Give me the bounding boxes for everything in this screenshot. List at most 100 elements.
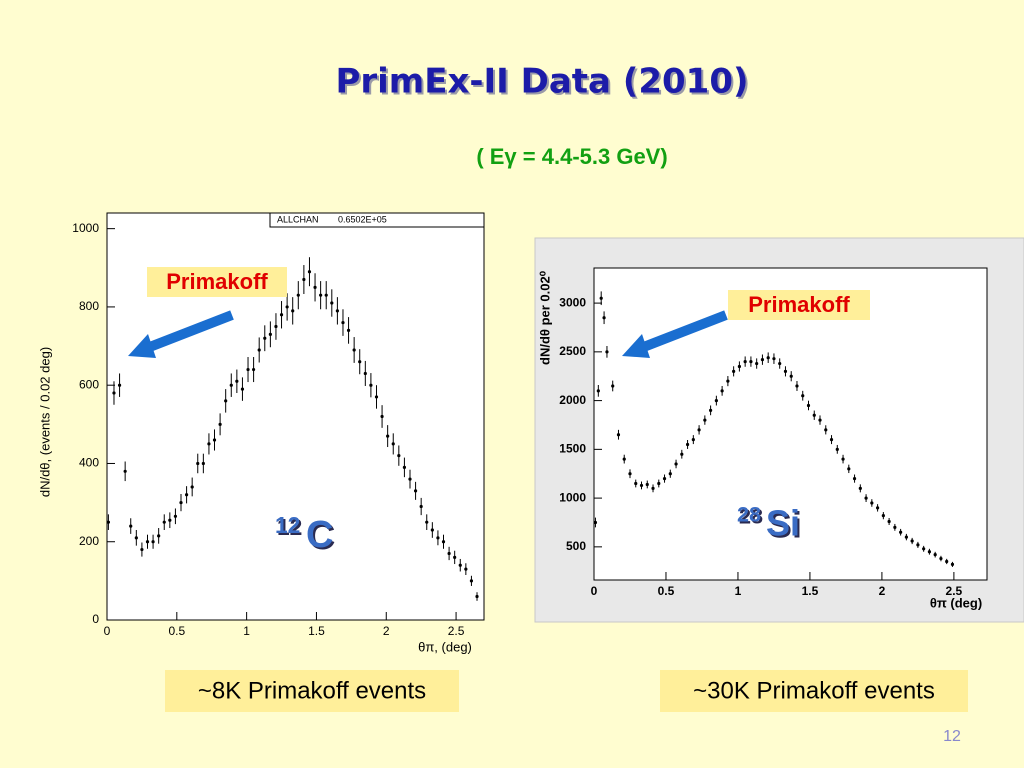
y-tick-label: 200: [79, 534, 99, 548]
isotope-symbol: Si: [766, 503, 800, 544]
data-point: [602, 316, 606, 320]
data-point: [697, 428, 701, 432]
data-point: [870, 501, 874, 505]
data-point: [645, 482, 649, 487]
data-point: [737, 364, 741, 369]
annotation: Primakoff: [166, 269, 268, 294]
data-point: [425, 520, 429, 524]
data-point: [766, 356, 770, 360]
data-point: [369, 383, 373, 387]
x-tick-label: 1.5: [308, 624, 325, 638]
data-point: [605, 350, 609, 354]
data-point: [145, 540, 150, 544]
data-point: [818, 418, 822, 422]
data-point: [950, 562, 955, 567]
data-point: [674, 462, 678, 466]
data-point: [720, 389, 724, 393]
data-point: [129, 524, 133, 528]
data-point: [324, 293, 328, 297]
data-point: [464, 567, 468, 571]
data-point: [927, 550, 932, 554]
data-point: [881, 514, 885, 518]
data-point: [939, 556, 943, 561]
data-point: [151, 540, 155, 544]
data-point: [651, 486, 655, 490]
data-point: [252, 367, 256, 372]
data-point: [668, 472, 672, 476]
data-point: [218, 422, 222, 426]
y-tick-label: 800: [79, 299, 99, 313]
data-point: [596, 389, 600, 393]
data-point: [112, 391, 116, 395]
x-tick-label: 2: [383, 624, 390, 638]
data-point: [380, 414, 384, 419]
data-point: [691, 438, 695, 442]
data-point: [363, 371, 367, 376]
y-tick-label: 2000: [559, 393, 586, 407]
caption-box: [660, 670, 968, 712]
data-point: [296, 293, 300, 297]
data-point: [173, 514, 178, 518]
data-point: [307, 270, 312, 274]
data-point: [346, 328, 351, 333]
stats-label: ALLCHAN: [277, 214, 319, 224]
data-point: [778, 361, 782, 366]
data-point: [639, 483, 644, 488]
data-point: [864, 496, 868, 500]
data-point: [475, 594, 479, 599]
isotope-mass: 12: [275, 512, 300, 538]
data-point: [279, 313, 284, 317]
isotope-mass: 28: [737, 502, 761, 527]
data-point: [922, 547, 926, 551]
slide-title: PrimEx-II Data (2010): [335, 62, 748, 102]
data-point: [685, 442, 690, 447]
data-point: [246, 367, 250, 372]
data-point: [795, 384, 799, 388]
data-point: [772, 357, 776, 361]
data-point: [847, 467, 851, 471]
data-point: [887, 519, 891, 524]
data-point: [458, 563, 462, 567]
arrow-shaft: [140, 310, 234, 355]
data-point: [335, 309, 339, 313]
y-tick-label: 3000: [559, 295, 586, 309]
data-point: [319, 293, 323, 297]
page-number: 12: [943, 728, 961, 745]
data-point: [841, 457, 845, 461]
data-point: [749, 360, 753, 364]
x-tick-label: 1: [735, 584, 742, 598]
data-point: [453, 555, 457, 559]
data-point: [157, 534, 161, 538]
data-point: [263, 336, 267, 340]
data-point: [755, 361, 759, 366]
x-tick-label: 2.5: [946, 584, 963, 598]
data-point: [904, 535, 908, 539]
data-point: [302, 277, 306, 282]
data-point: [628, 472, 632, 476]
data-point: [352, 348, 356, 352]
y-tick-label: 400: [79, 456, 99, 470]
stats-value: 0.6502E+05: [338, 214, 387, 224]
data-point: [714, 399, 718, 403]
data-point: [634, 481, 638, 486]
data-point: [835, 447, 839, 451]
data-point: [397, 454, 401, 458]
data-point: [760, 358, 765, 362]
data-point: [680, 452, 684, 456]
data-point: [162, 520, 166, 524]
x-tick-label: 0: [104, 624, 111, 638]
data-point: [184, 493, 189, 497]
data-point: [106, 520, 110, 524]
x-tick-label: 2: [879, 584, 886, 598]
data-point: [622, 457, 626, 461]
data-point: [386, 434, 390, 438]
data-point: [201, 461, 205, 466]
data-point: [224, 399, 228, 403]
y-tick-label: 0: [92, 612, 99, 626]
caption: ~30K Primakoff events: [693, 677, 935, 704]
data-point: [875, 506, 880, 510]
y-tick-label: 1500: [559, 442, 586, 456]
data-point: [829, 438, 834, 442]
data-point: [391, 442, 395, 446]
